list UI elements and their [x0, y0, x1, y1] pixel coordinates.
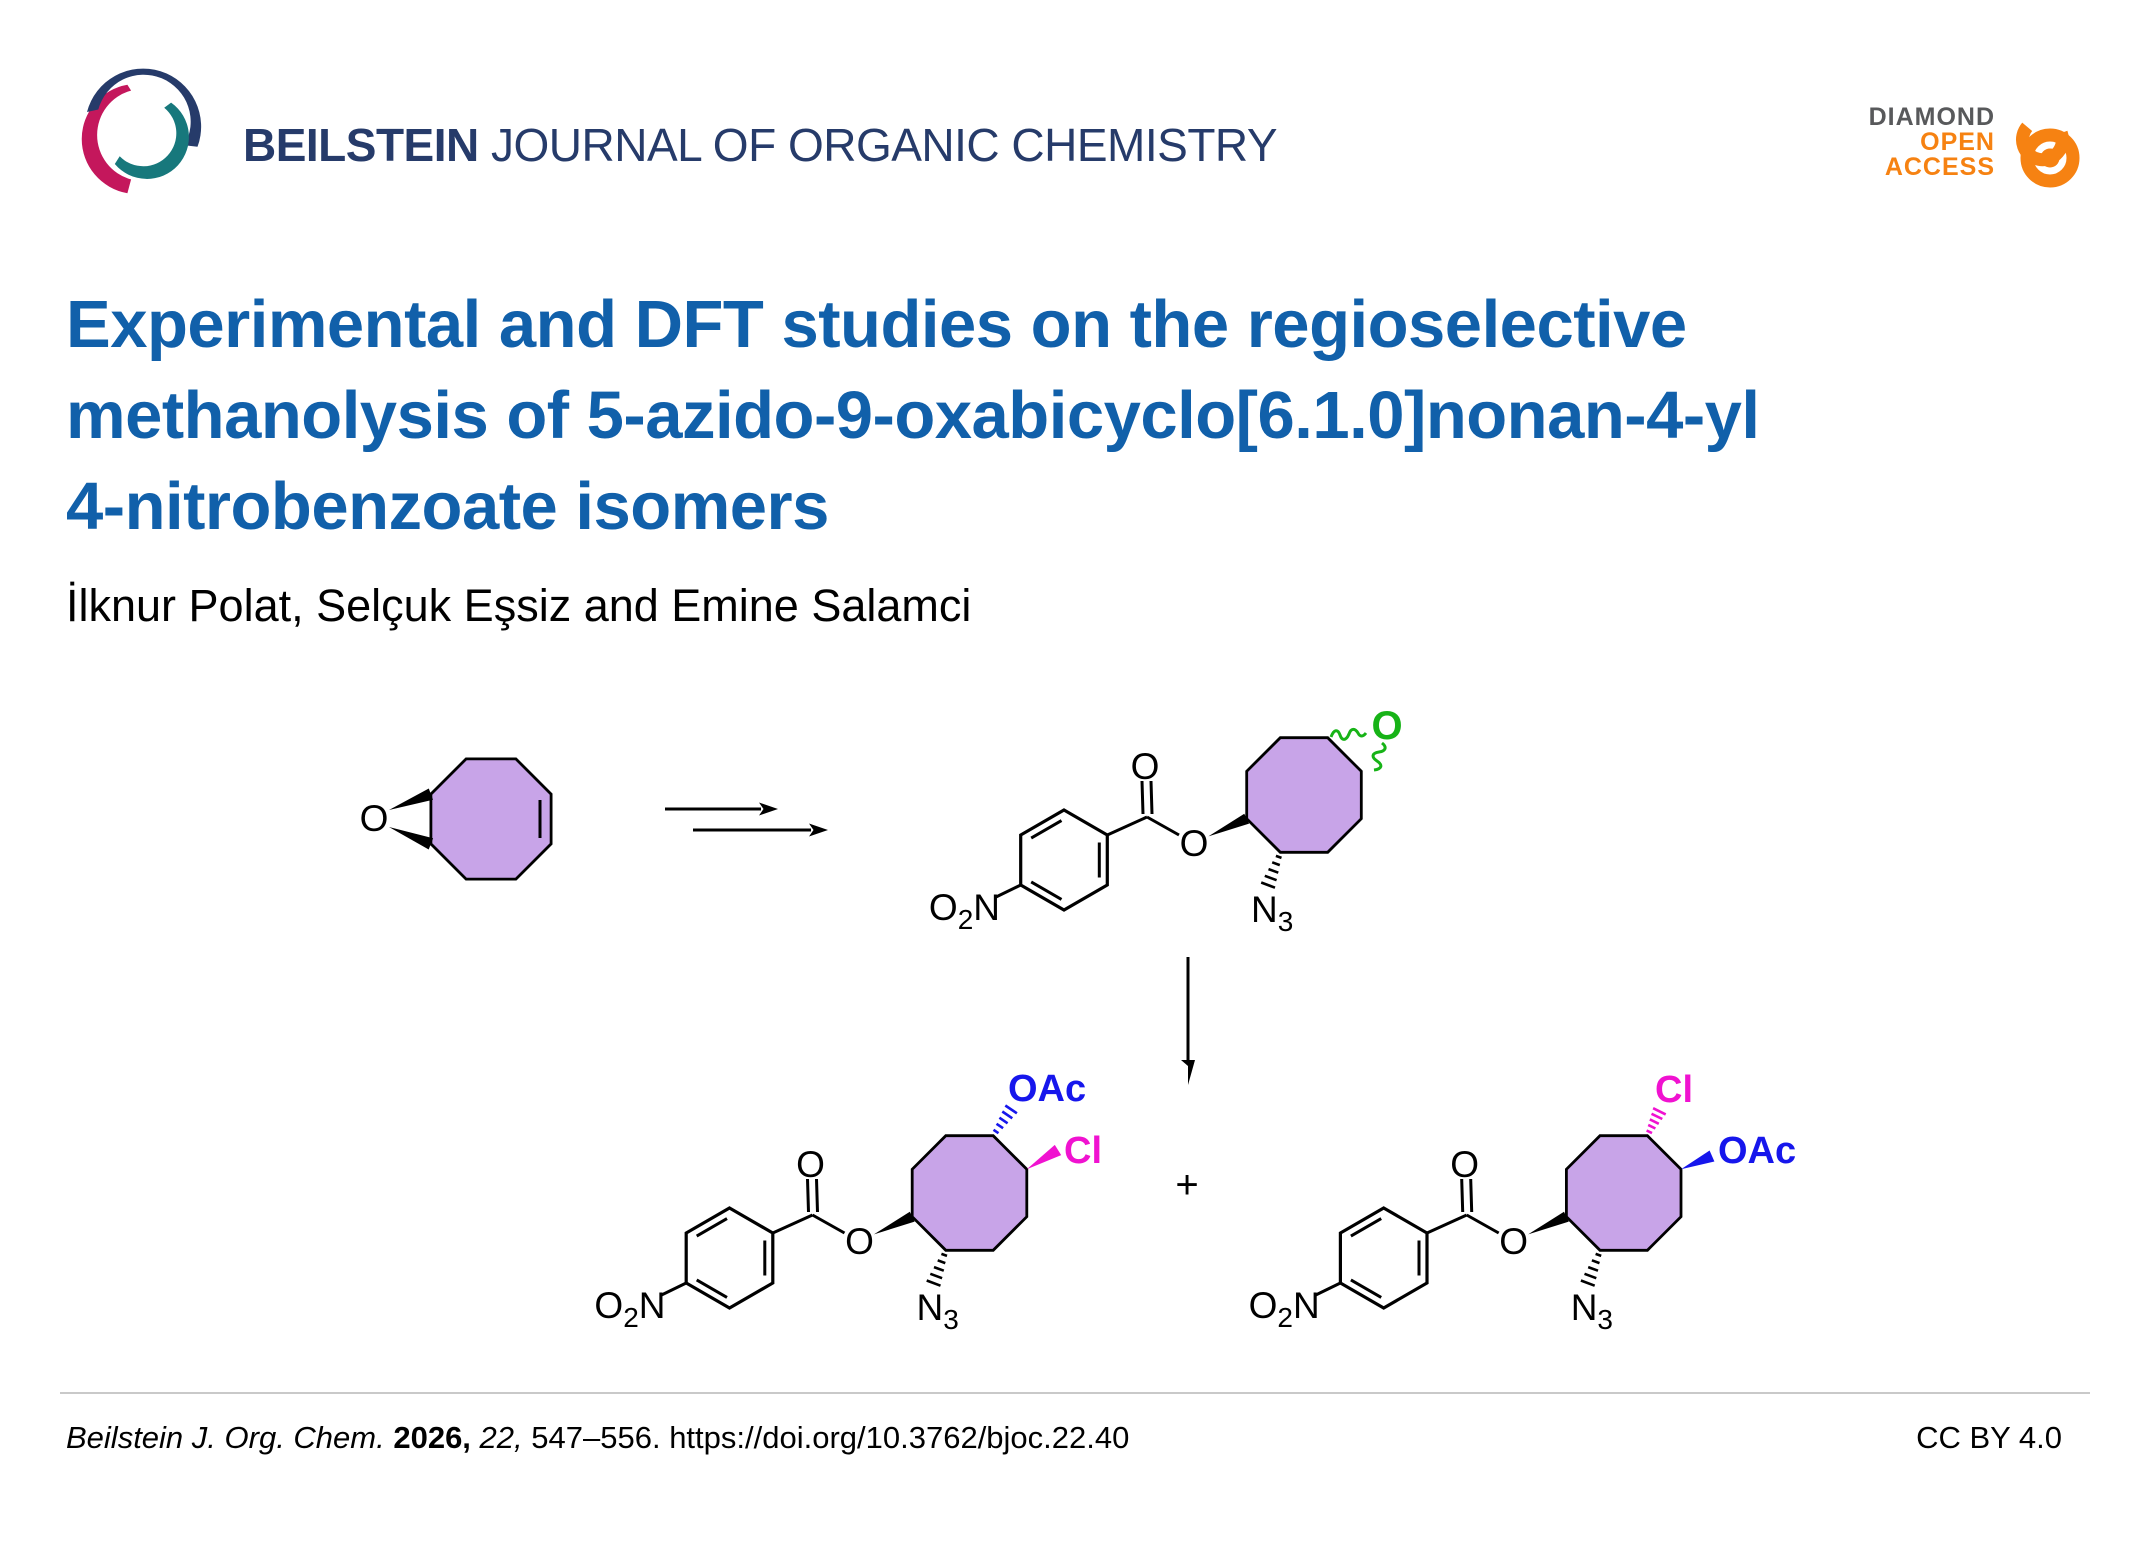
- structure-product-oac-cl: OAc Cl: [592, 1068, 1102, 1337]
- logo-arc-teal: [114, 102, 189, 179]
- epoxide-oxygen-label-green: O: [1371, 704, 1402, 748]
- oac-label: OAc: [1718, 1130, 1796, 1172]
- citation-pages-doi: 547–556. https://doi.org/10.3762/bjoc.22…: [531, 1420, 1130, 1455]
- authors: İlknur Polat, Selçuk Eşsiz and Emine Sal…: [66, 580, 972, 631]
- logo-arc-crimson: [81, 84, 132, 194]
- epoxide-wedge-lower: [389, 827, 434, 850]
- diamond-open-access-label: DIAMOND OPEN ACCESS: [1645, 105, 1995, 180]
- oac-hashed-bond: [992, 1104, 1018, 1135]
- epoxide-wavy-bonds: [1329, 727, 1387, 772]
- cl-label: Cl: [1655, 1069, 1693, 1111]
- starting-material-epoxide: O: [360, 757, 553, 881]
- page-title-line2: methanolysis of 5-azido-9-oxabicyclo[6.1…: [66, 378, 1760, 453]
- epoxide-oxygen-label: O: [360, 798, 389, 839]
- open-access-padlock-icon: [2016, 122, 2080, 188]
- beilstein-logo-swirl: [81, 68, 202, 194]
- reaction-scheme: O2N O O N3 O: [360, 704, 1796, 1337]
- reaction-arrows-horizontal: [665, 802, 828, 837]
- citation-volume: 22,: [479, 1420, 523, 1455]
- logo-arc-navy: [87, 68, 202, 147]
- citation: Beilstein J. Org. Chem. 2026, 22, 547–55…: [66, 1420, 1129, 1456]
- cl-hashed-bond: [1646, 1107, 1667, 1135]
- footer-divider: [60, 1392, 2090, 1394]
- journal-name-bold: BEILSTEIN: [243, 119, 479, 171]
- badge-diamond: DIAMOND: [1868, 103, 1995, 131]
- journal-name-rest: JOURNAL OF ORGANIC CHEMISTRY: [478, 119, 1277, 171]
- license-label: CC BY 4.0: [1916, 1420, 2062, 1455]
- epoxide-wedge-upper: [389, 788, 433, 810]
- oac-wedge-bond: [1681, 1150, 1715, 1170]
- journal-name: BEILSTEIN JOURNAL OF ORGANIC CHEMISTRY: [243, 118, 1278, 172]
- reaction-arrow-down: [1181, 957, 1195, 1085]
- cl-wedge-bond: [1026, 1144, 1062, 1170]
- badge-access: ACCESS: [1884, 153, 1995, 181]
- badge-open: OPEN: [1920, 128, 1995, 156]
- structure-product-cl-oac: Cl OAc: [1247, 1069, 1796, 1337]
- plus-sign: +: [1175, 1163, 1198, 1207]
- page-title-line3: 4-nitrobenzoate isomers: [66, 469, 829, 544]
- citation-year: 2026,: [393, 1420, 471, 1455]
- cl-label: Cl: [1064, 1130, 1102, 1172]
- page-title-line1: Experimental and DFT studies on the regi…: [66, 287, 1687, 362]
- oac-label: OAc: [1008, 1068, 1086, 1110]
- structure-main-product: O: [927, 704, 1403, 939]
- citation-journal: Beilstein J. Org. Chem.: [66, 1420, 385, 1455]
- cyclooctene-ring: [429, 757, 553, 881]
